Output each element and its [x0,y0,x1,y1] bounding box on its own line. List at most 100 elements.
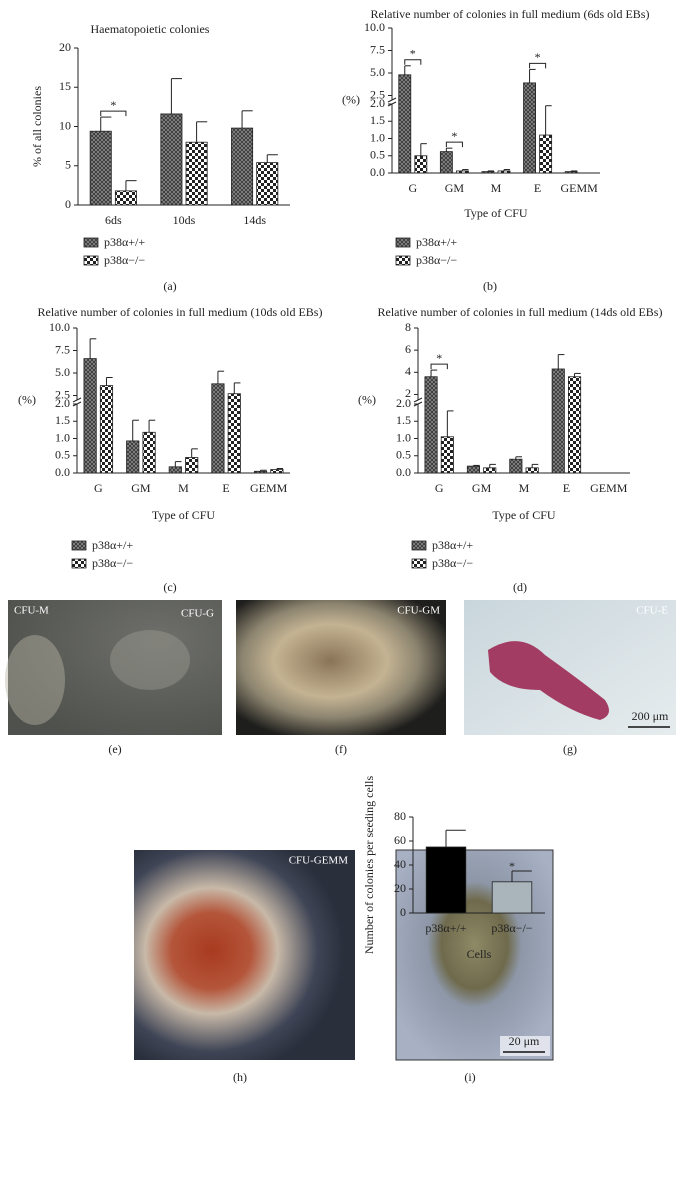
bar [483,467,497,474]
y-tick-label: 2.5 [370,87,385,101]
y-tick-label: 5.0 [370,65,385,79]
bar [142,431,156,474]
x-tick-label: p38α−/− [491,921,532,935]
x-axis-label: Type of CFU [464,206,527,220]
y-tick-label: 15 [59,79,71,93]
legend-swatch [71,558,87,569]
significance-bracket [445,141,463,148]
bar [523,82,537,174]
y-tick-label: 4 [405,364,411,378]
y-tick-label: 10.0 [49,320,70,334]
photo-f: CFU-GM (f) [236,600,446,756]
significance-bracket [100,110,127,117]
y-axis-label: (%) [358,392,376,406]
x-axis-label: Type of CFU [492,508,555,522]
y-tick-label: 5.0 [55,365,70,379]
significance-label: * [410,47,416,61]
panel-caption: (g) [563,742,577,756]
y-tick-label: 0.5 [396,448,411,462]
bar [89,130,112,206]
bar [497,170,511,174]
y-tick-label: 10 [59,118,71,132]
x-tick-label: M [178,481,189,495]
legend-swatch [71,540,87,551]
y-tick-label: 0.0 [370,165,385,179]
y-tick-label: 80 [394,809,406,823]
y-tick-label: 1.5 [55,413,70,427]
legend-label: p38α−/− [432,556,473,570]
photo-label: CFU-G [181,608,214,620]
y-tick-label: 2.0 [396,396,411,410]
legend-label: p38α−/− [416,253,457,267]
y-tick-label: 7.5 [55,342,70,356]
bar [126,440,140,474]
y-tick-label: 0.5 [370,148,385,162]
y-tick-label: 0.0 [55,465,70,479]
bar [211,383,225,474]
x-tick-label: G [435,481,444,495]
panel-caption: (b) [483,279,497,293]
significance-bracket [529,62,547,69]
x-tick-label: 6ds [105,213,122,227]
x-tick-label: G [408,181,417,195]
legend-label: p38α−/− [92,556,133,570]
y-tick-label: 0.0 [396,465,411,479]
y-tick-label: 8 [405,320,411,334]
legend-swatch [395,255,411,266]
bar [231,127,254,206]
x-tick-label: GM [131,481,151,495]
y-tick-label: 20 [59,40,71,54]
y-axis-label: (%) [18,392,36,406]
y-tick-label: 1.5 [396,413,411,427]
legend-swatch [395,237,411,248]
bar [564,171,578,174]
chart-title: Relative number of colonies in full medi… [378,305,663,319]
x-tick-label: GM [472,481,492,495]
panel-caption: (e) [108,742,121,756]
bar [425,846,467,914]
y-tick-label: 0.5 [55,448,70,462]
panel-caption: (d) [513,580,527,594]
bar [185,457,199,474]
bar [270,469,284,474]
x-tick-label: GEMM [590,481,628,495]
y-axis-label: (%) [342,92,360,106]
photo-label: CFU-GEMM [289,855,349,867]
panel-caption: (a) [163,279,176,293]
axis-break [387,97,397,103]
y-axis-label: % of all colonies [30,86,44,167]
significance-label: * [436,351,442,365]
chart-title: Relative number of colonies in full medi… [371,7,650,21]
y-tick-label: 5 [65,158,71,172]
bar [253,470,268,474]
significance-label: * [110,98,116,112]
bar [525,467,539,474]
scale-label: 20 μm [509,1034,540,1048]
y-tick-label: 1.0 [370,130,385,144]
x-tick-label: E [222,481,229,495]
photo-h: CFU-GEMM (h) [134,850,355,1084]
y-axis-label: Number of colonies per seeding cells [362,776,376,955]
x-tick-label: GM [445,181,465,195]
chart-title: Haematopoietic colonies [91,22,210,36]
y-tick-label: 1.0 [55,430,70,444]
bar [509,458,523,474]
legend-label: p38α−/− [104,253,145,267]
x-tick-label: GEMM [250,481,288,495]
bar [481,171,495,174]
y-tick-label: 10.0 [364,20,385,34]
y-tick-label: 1.0 [396,430,411,444]
x-axis-label: Cells [467,947,492,961]
bar [99,385,114,474]
significance-label: * [509,859,515,873]
bar [455,170,469,174]
bar [440,436,454,474]
panel-caption: (h) [233,1070,247,1084]
y-tick-label: 2.5 [55,387,70,401]
photo-label: CFU-E [636,605,668,617]
panel-caption: (c) [163,580,176,594]
bar [185,141,208,206]
x-tick-label: 14ds [243,213,266,227]
bar [256,162,279,206]
bar [466,465,480,474]
